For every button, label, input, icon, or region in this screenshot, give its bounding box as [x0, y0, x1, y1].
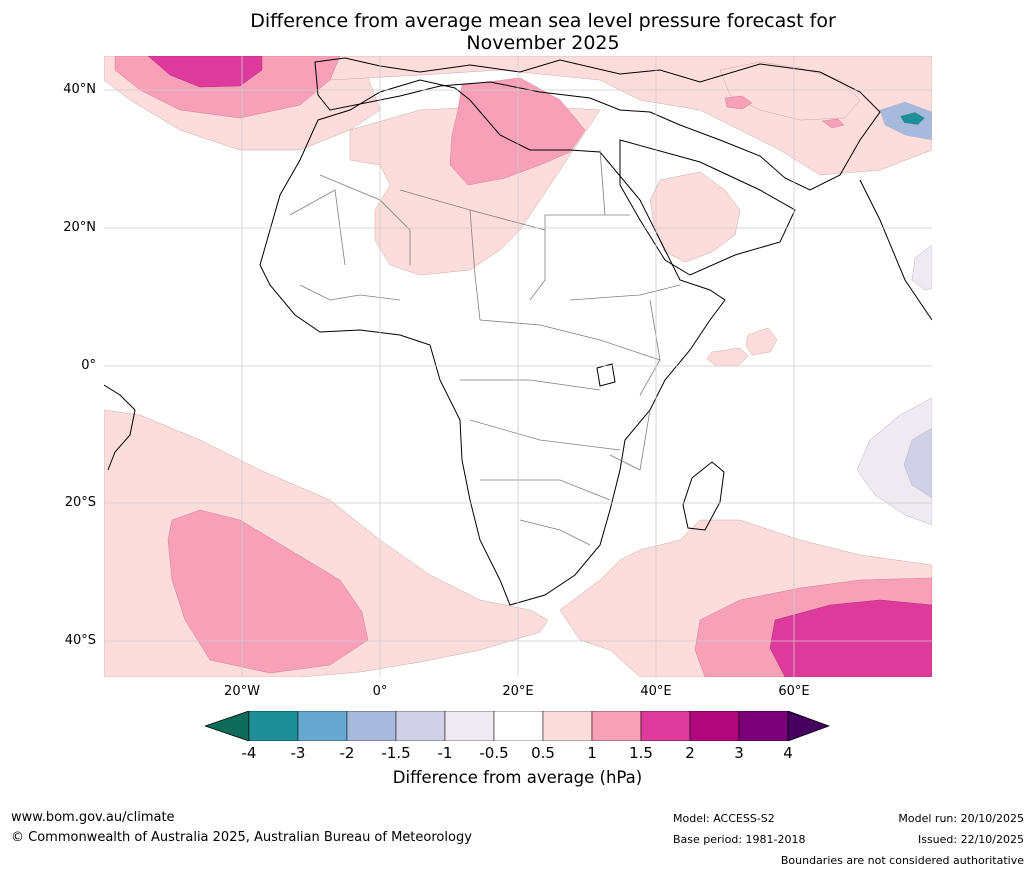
- colorbar-tick-label: 4: [783, 744, 793, 762]
- lat-label-20s: 20°S: [64, 495, 96, 510]
- footer-base-period: Base period: 1981-2018: [673, 833, 806, 846]
- footer-website: www.bom.gov.au/climate: [11, 810, 175, 825]
- colorbar: [205, 711, 830, 741]
- colorbar-bin: [591, 711, 642, 741]
- pressure-anomaly-map: [104, 56, 932, 677]
- map-title: Difference from average mean sea level p…: [104, 10, 982, 54]
- lat-label-20n: 20°N: [63, 220, 96, 235]
- title-line-1: Difference from average mean sea level p…: [250, 10, 836, 32]
- country-borders: [289, 149, 681, 546]
- colorbar-bin: [395, 711, 446, 741]
- colorbar-arrow-high: [787, 711, 830, 741]
- colorbar-tick-label: 0.5: [531, 744, 555, 762]
- lon-label-20w: 20°W: [224, 684, 260, 699]
- colorbar-tick-label: -3: [290, 744, 306, 762]
- anomaly-shading-negative: [856, 101, 932, 526]
- lat-label-40n: 40°N: [63, 82, 96, 97]
- graticule: [104, 56, 932, 677]
- footer-copyright: © Commonwealth of Australia 2025, Austra…: [11, 830, 472, 845]
- lat-label-0: 0°: [81, 358, 96, 373]
- colorbar-bin: [346, 711, 397, 741]
- lon-label-20e: 20°E: [502, 684, 534, 699]
- colorbar-bin: [493, 711, 544, 741]
- lon-label-40e: 40°E: [640, 684, 672, 699]
- colorbar-bin: [689, 711, 740, 741]
- lat-label-40s: 40°S: [64, 633, 96, 648]
- lon-label-0: 0°: [372, 684, 388, 699]
- colorbar-bin: [738, 711, 789, 741]
- title-line-2: November 2025: [466, 32, 620, 54]
- colorbar-tick-label: -0.5: [479, 744, 509, 762]
- colorbar-bin: [444, 711, 495, 741]
- anomaly-shading-1.5-2: [147, 56, 932, 677]
- colorbar-tick-label: 1: [587, 744, 597, 762]
- colorbar-tick-label: 1.5: [629, 744, 653, 762]
- colorbar-tick-label: -1.5: [381, 744, 411, 762]
- coastlines: [104, 57, 932, 606]
- footer-model: Model: ACCESS-S2: [673, 812, 775, 825]
- colorbar-tick-label: 3: [734, 744, 744, 762]
- footer-issued: Issued: 22/10/2025: [917, 833, 1024, 846]
- colorbar-tick-label: -1: [437, 744, 453, 762]
- colorbar-bin: [640, 711, 691, 741]
- footer-disclaimer: Boundaries are not considered authoritat…: [780, 854, 1024, 867]
- colorbar-bin: [248, 711, 299, 741]
- colorbar-bin: [297, 711, 348, 741]
- colorbar-bin: [542, 711, 593, 741]
- colorbar-label: Difference from average (hPa): [392, 768, 643, 787]
- colorbar-arrow-low: [205, 711, 250, 741]
- footer-model-run: Model run: 20/10/2025: [898, 812, 1024, 825]
- colorbar-tick-label: -4: [241, 744, 257, 762]
- colorbar-tick-label: 2: [685, 744, 695, 762]
- lon-label-60e: 60°E: [778, 684, 810, 699]
- colorbar-tick-label: -2: [339, 744, 355, 762]
